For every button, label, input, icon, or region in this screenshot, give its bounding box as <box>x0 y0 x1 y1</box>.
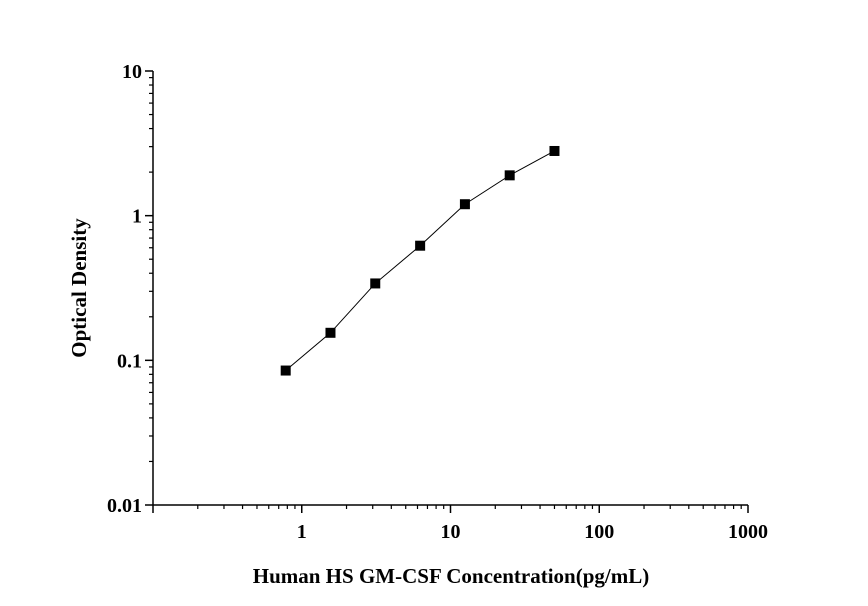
data-point <box>370 278 381 289</box>
data-point <box>504 170 515 181</box>
x-axis-tick-labels: 1 10 100 1000 <box>297 521 768 543</box>
y-axis-tick-labels: 0.01 0.1 1 10 <box>107 61 142 517</box>
x-axis-title: Human HS GM-CSF Concentration(pg/mL) <box>253 564 649 588</box>
x-tick-label: 1000 <box>728 521 768 543</box>
x-tick-label: 10 <box>441 521 461 543</box>
data-point <box>415 240 426 251</box>
x-tick-label: 100 <box>584 521 614 543</box>
series-layer <box>280 145 560 376</box>
y-axis-title: Optical Density <box>67 218 91 358</box>
y-tick-label: 0.1 <box>117 350 142 372</box>
data-point <box>549 145 560 156</box>
data-point <box>459 199 470 210</box>
axes <box>152 71 748 506</box>
y-tick-label: 0.01 <box>107 495 142 517</box>
data-point <box>325 327 336 338</box>
y-axis-ticks <box>145 70 153 506</box>
y-tick-label: 1 <box>132 206 142 228</box>
y-tick-label: 10 <box>122 61 142 83</box>
x-tick-label: 1 <box>297 521 307 543</box>
data-point <box>280 365 291 376</box>
x-axis-ticks <box>152 505 749 513</box>
